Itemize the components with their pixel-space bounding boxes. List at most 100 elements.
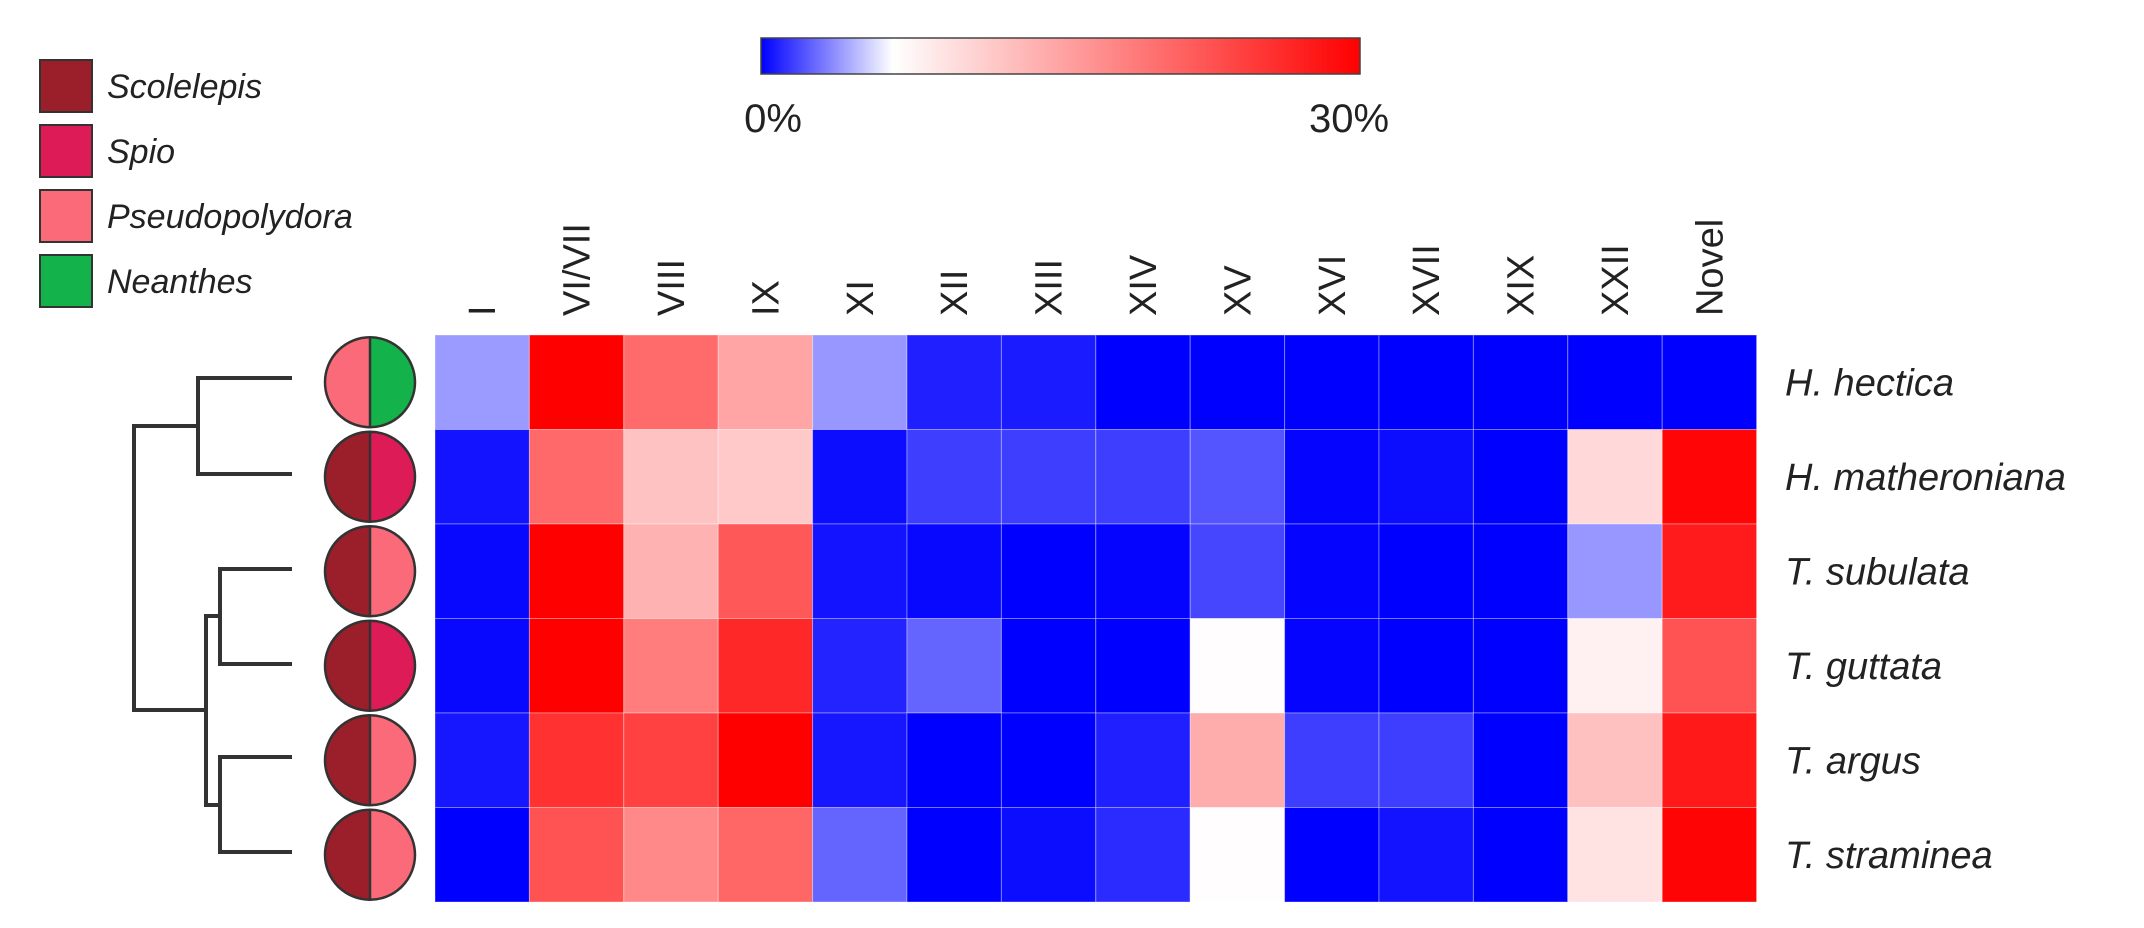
legend-label-spio: Spio bbox=[107, 133, 175, 171]
legend-swatch-neanthes bbox=[39, 254, 93, 308]
genus-legend: Scolelepis Spio Pseudopolydora Neanthes bbox=[39, 59, 353, 308]
heatmap-cell-t-argus-novel bbox=[1661, 712, 1758, 808]
legend-label-scolelepis: Scolelepis bbox=[107, 68, 262, 106]
heatmap-cell-t-guttata-vi-vii bbox=[528, 618, 625, 714]
heatmap-cell-h-matheroniana-vi-vii bbox=[528, 429, 625, 525]
column-label-ix: IX bbox=[745, 280, 787, 316]
column-label-vi-vii: VI/VII bbox=[557, 223, 599, 316]
heatmap-cells bbox=[434, 334, 1758, 903]
row-marker-t-guttata bbox=[323, 619, 417, 712]
heatmap-cell-h-hectica-xxii bbox=[1567, 334, 1663, 430]
row-marker-right-half bbox=[370, 337, 415, 428]
heatmap-cell-t-subulata-ix bbox=[717, 523, 814, 619]
column-label-xix: XIX bbox=[1501, 255, 1543, 316]
color-scale-min-label: 0% bbox=[744, 97, 802, 141]
heatmap-cell-t-straminea-novel bbox=[1661, 807, 1758, 903]
heatmap-cell-h-hectica-xix bbox=[1472, 334, 1569, 430]
heatmap-cell-h-hectica-xvi bbox=[1284, 334, 1380, 430]
heatmap-cell-t-guttata-viii bbox=[623, 618, 719, 714]
heatmap-cell-h-hectica-viii bbox=[623, 334, 719, 430]
legend-swatch-pseudopolydora bbox=[39, 189, 93, 243]
heatmap-cell-t-subulata-i bbox=[434, 523, 530, 619]
row-label-t-subulata: T. subulata bbox=[1785, 551, 1970, 593]
heatmap-cell-h-matheroniana-xvii bbox=[1378, 429, 1474, 525]
heatmap-cell-t-subulata-xii bbox=[906, 523, 1002, 619]
row-marker-right-half bbox=[370, 809, 415, 900]
heatmap-cell-t-straminea-xvii bbox=[1378, 807, 1474, 903]
heatmap-cell-t-straminea-xii bbox=[906, 807, 1002, 903]
heatmap-cell-h-matheroniana-novel bbox=[1661, 429, 1758, 525]
color-scale: 0% 30% bbox=[744, 37, 1389, 141]
heatmap-cell-t-guttata-xvii bbox=[1378, 618, 1474, 714]
heatmap-cell-h-matheroniana-xvi bbox=[1284, 429, 1380, 525]
row-marker-t-straminea bbox=[323, 808, 417, 901]
row-label-t-guttata: T. guttata bbox=[1785, 646, 1942, 688]
heatmap-cell-t-argus-viii bbox=[623, 712, 719, 808]
heatmap-cell-t-guttata-novel bbox=[1661, 618, 1758, 714]
column-label-xii: XII bbox=[934, 270, 976, 316]
heatmap-cell-t-subulata-vi-vii bbox=[528, 523, 625, 619]
heatmap-cell-h-matheroniana-xiii bbox=[1000, 429, 1097, 525]
heatmap-cell-t-guttata-xv bbox=[1189, 618, 1286, 714]
heatmap-cell-t-straminea-xix bbox=[1472, 807, 1569, 903]
column-labels: I VI/VII VIII IX XI XII XIII XIV XV XVI XVII XIX XXI… bbox=[462, 219, 1731, 316]
row-marker-h-matheroniana bbox=[323, 430, 417, 523]
heatmap-cell-t-straminea-i bbox=[434, 807, 530, 903]
column-label-xvii: XVII bbox=[1406, 244, 1448, 316]
heatmap-cell-t-argus-xiii bbox=[1000, 712, 1097, 808]
column-label-xi: XI bbox=[840, 280, 882, 316]
column-label-xv: XV bbox=[1217, 265, 1259, 316]
row-marker-left-half bbox=[325, 431, 370, 522]
heatmap-cell-t-subulata-xvi bbox=[1284, 523, 1380, 619]
heatmap-cell-h-hectica-novel bbox=[1661, 334, 1758, 430]
row-marker-left-half bbox=[325, 715, 370, 806]
legend-label-pseudopolydora: Pseudopolydora bbox=[107, 198, 353, 236]
heatmap-cell-h-matheroniana-i bbox=[434, 429, 530, 525]
row-marker-left-half bbox=[325, 809, 370, 900]
row-marker-left-half bbox=[325, 526, 370, 617]
heatmap-cell-t-guttata-ix bbox=[717, 618, 814, 714]
heatmap-cell-t-guttata-i bbox=[434, 618, 530, 714]
heatmap-cell-t-straminea-ix bbox=[717, 807, 814, 903]
heatmap-cell-t-subulata-xiv bbox=[1095, 523, 1191, 619]
heatmap-cell-t-guttata-xvi bbox=[1284, 618, 1380, 714]
heatmap-cell-h-matheroniana-xi bbox=[812, 429, 908, 525]
row-marker-h-hectica bbox=[323, 336, 417, 429]
heatmap-cell-h-matheroniana-viii bbox=[623, 429, 719, 525]
heatmap-cell-t-straminea-xvi bbox=[1284, 807, 1380, 903]
heatmap-cell-t-guttata-xix bbox=[1472, 618, 1569, 714]
row-marker-t-subulata bbox=[323, 525, 417, 618]
legend-swatch-scolelepis bbox=[39, 59, 93, 113]
heatmap-cell-t-guttata-xiii bbox=[1000, 618, 1097, 714]
heatmap-cell-t-subulata-xxii bbox=[1567, 523, 1663, 619]
heatmap-cell-t-straminea-vi-vii bbox=[528, 807, 625, 903]
heatmap-cell-t-straminea-viii bbox=[623, 807, 719, 903]
heatmap-cell-t-argus-xii bbox=[906, 712, 1002, 808]
heatmap-cell-h-hectica-xv bbox=[1189, 334, 1286, 430]
row-label-h-matheroniana: H. matheroniana bbox=[1785, 457, 2066, 499]
heatmap-cell-h-hectica-xiv bbox=[1095, 334, 1191, 430]
heatmap-cell-h-matheroniana-xix bbox=[1472, 429, 1569, 525]
heatmap-cell-h-hectica-xiii bbox=[1000, 334, 1097, 430]
heatmap-cell-h-hectica-i bbox=[434, 334, 530, 430]
heatmap-cell-t-argus-xi bbox=[812, 712, 908, 808]
heatmap-cell-t-guttata-xii bbox=[906, 618, 1002, 714]
row-marker-right-half bbox=[370, 715, 415, 806]
heatmap-cell-t-argus-xvii bbox=[1378, 712, 1474, 808]
heatmap-cell-t-straminea-xiv bbox=[1095, 807, 1191, 903]
heatmap-cell-t-argus-ix bbox=[717, 712, 814, 808]
heatmap-cell-t-argus-vi-vii bbox=[528, 712, 625, 808]
heatmap-cell-t-subulata-novel bbox=[1661, 523, 1758, 619]
row-marker-right-half bbox=[370, 526, 415, 617]
legend-swatch-spio bbox=[39, 124, 93, 178]
heatmap-cell-h-hectica-vi-vii bbox=[528, 334, 625, 430]
row-labels: H. hectica H. matheroniana T. subulata T. g… bbox=[1785, 362, 2066, 877]
heatmap-cell-t-straminea-xxii bbox=[1567, 807, 1663, 903]
heatmap-cell-h-matheroniana-xxii bbox=[1567, 429, 1663, 525]
row-marker-left-half bbox=[325, 620, 370, 711]
heatmap-cell-t-argus-xix bbox=[1472, 712, 1569, 808]
row-label-t-straminea: T. straminea bbox=[1785, 835, 1993, 877]
heatmap-cell-h-hectica-xii bbox=[906, 334, 1002, 430]
heatmap-cell-h-matheroniana-xv bbox=[1189, 429, 1286, 525]
